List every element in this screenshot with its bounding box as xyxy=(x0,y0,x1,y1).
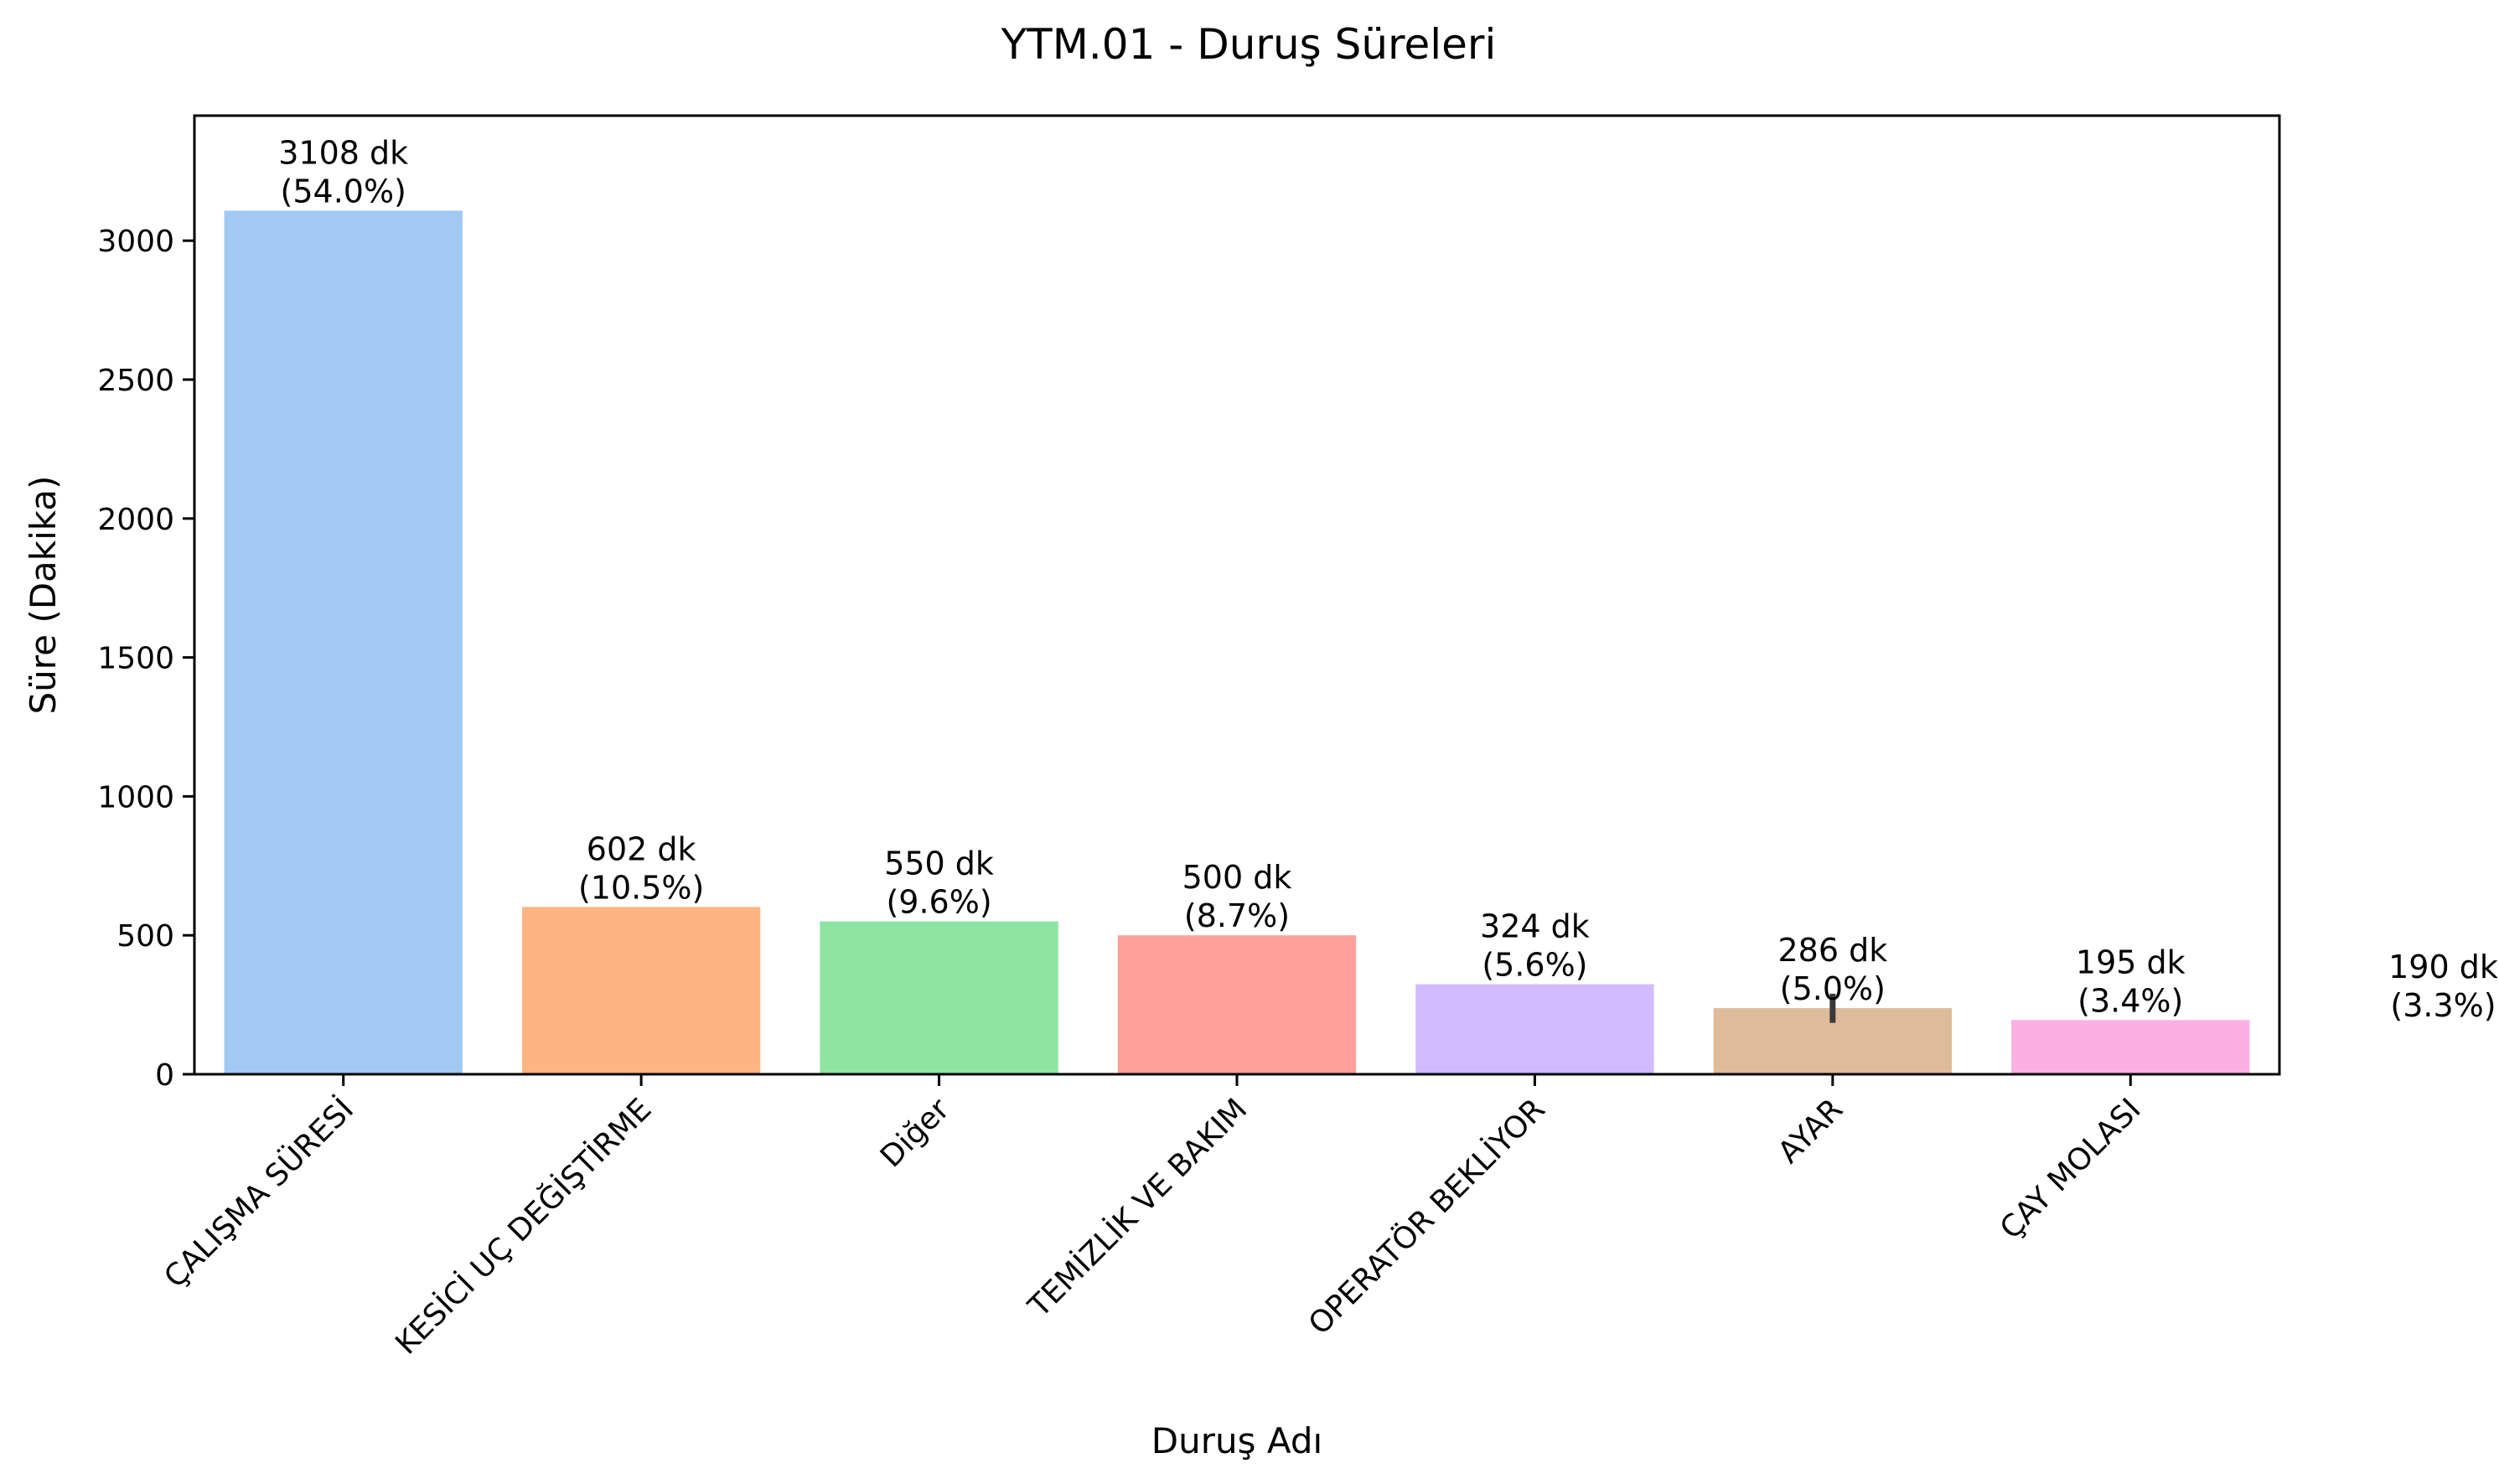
data-label-percent-7: (3.4%) xyxy=(2077,982,2183,1019)
x-axis-title: Duruş Adı xyxy=(1151,1420,1322,1461)
chart-title: YTM.01 - Duruş Süreleri xyxy=(1001,20,1497,69)
data-label-percent-3: (9.6%) xyxy=(886,884,991,921)
x-tick-label-5: OPERATÖR BEKLİYOR xyxy=(1301,1092,1551,1342)
y-axis-title: Süre (Dakika) xyxy=(23,476,64,715)
x-tick-label-1: ÇALIŞMA SÜRESİ xyxy=(158,1092,360,1295)
y-tick-label-4: 1500 xyxy=(97,642,174,676)
data-label-percent-5: (5.6%) xyxy=(1482,947,1587,984)
y-tick-label-2: 500 xyxy=(116,919,174,954)
y-tick-label-6: 2500 xyxy=(97,364,174,398)
data-label-value-1: 3108 dk xyxy=(278,134,408,171)
x-axis: ÇALIŞMA SÜRESİ KESİCİ UÇ DEĞİŞTİRME Diğer T… xyxy=(158,1074,2148,1362)
bar-5 xyxy=(1415,984,1654,1074)
data-label-percent-6: (5.0%) xyxy=(1780,970,1886,1007)
bar-1 xyxy=(224,210,463,1074)
data-label-percent-1: (54.0%) xyxy=(281,173,406,209)
data-label-percent-2: (10.5%) xyxy=(578,869,704,906)
x-tick-label-2: KESİCİ UÇ DEĞİŞTİRME xyxy=(389,1092,659,1362)
data-labels-layer: 3108 dk(54.0%) 602 dk(10.5%) 550 dk(9.6%) 5… xyxy=(278,134,2498,1024)
bar-2 xyxy=(521,907,761,1074)
x-tick-label-3: Diğer xyxy=(874,1092,956,1174)
y-tick-label-5: 2000 xyxy=(97,503,174,537)
x-tick-label-6: AYAR xyxy=(1772,1092,1850,1170)
x-tick-label-4: TEMİZLİK VE BAKIM xyxy=(1021,1092,1254,1325)
x-tick-label-7: ÇAY MOLASI xyxy=(1994,1092,2148,1246)
data-label-value-2: 602 dk xyxy=(587,830,696,867)
bar-7 xyxy=(2011,1020,2250,1074)
extra-label-percent: (3.3%) xyxy=(2390,987,2496,1024)
data-label-value-4: 500 dk xyxy=(1182,859,1292,896)
bar-3 xyxy=(820,921,1058,1074)
bars-layer xyxy=(224,210,2250,1074)
data-label-value-7: 195 dk xyxy=(2076,944,2186,980)
extra-label-value: 190 dk xyxy=(2388,949,2498,985)
y-tick-label-3: 1000 xyxy=(97,780,174,814)
data-label-percent-4: (8.7%) xyxy=(1184,897,1290,934)
data-label-value-6: 286 dk xyxy=(1777,932,1887,969)
data-label-value-3: 550 dk xyxy=(884,845,994,882)
y-tick-label-7: 3000 xyxy=(97,225,174,259)
data-label-value-5: 324 dk xyxy=(1480,908,1590,945)
bar-4 xyxy=(1117,935,1357,1074)
y-axis: 0 500 1000 1500 2000 2500 3000 xyxy=(97,225,194,1093)
y-tick-label-1: 0 xyxy=(155,1058,174,1093)
